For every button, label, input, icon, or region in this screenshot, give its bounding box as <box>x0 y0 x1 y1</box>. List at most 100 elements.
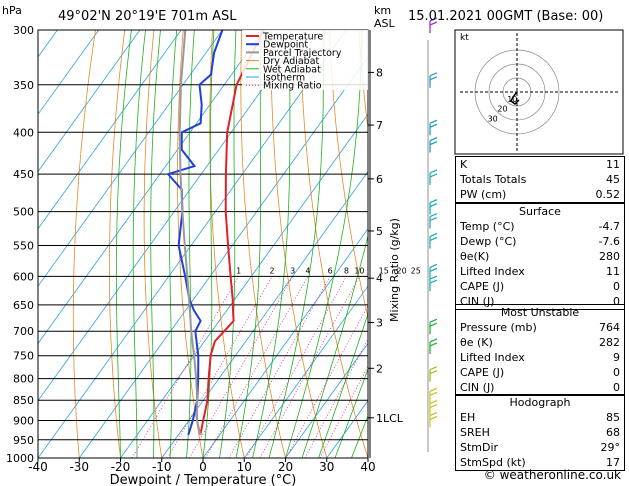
pressure-tick-label: 500 <box>13 206 34 219</box>
legend-label: Mixing Ratio <box>263 81 322 92</box>
pressure-tick-label: 650 <box>13 299 34 312</box>
most-unstable-title: Most Unstable <box>500 306 580 319</box>
surface-row: Lifted Index 11 <box>456 264 624 279</box>
wind-barb-flag <box>429 415 438 421</box>
wind-barb-flag <box>429 403 438 409</box>
hodograph-stat-value: 17 <box>606 456 620 469</box>
isotherm-line <box>38 30 141 173</box>
isotherm-line <box>243 285 368 458</box>
pressure-tick-label: 700 <box>13 325 34 338</box>
surface-value: 280 <box>599 250 620 263</box>
mixing-ratio-line <box>167 276 273 458</box>
pressure-tick-label: 600 <box>13 270 34 283</box>
isotherm-line <box>38 30 264 345</box>
hodograph-stat-label: StmSpd (kt) <box>460 456 526 469</box>
isotherm-line <box>38 30 182 230</box>
surface-value: -7.6 <box>598 235 620 248</box>
most-unstable-row: CIN (J) 0 <box>456 380 624 395</box>
wind-barb-flag <box>429 17 438 22</box>
pressure-tick-label: 350 <box>13 79 34 92</box>
surface-value: 0 <box>613 295 620 308</box>
wind-barb-flag <box>429 119 438 124</box>
wind-barb-flag <box>429 137 438 142</box>
most-unstable-value: 0 <box>613 381 620 394</box>
most-unstable-label: Lifted Index <box>460 351 525 364</box>
wind-barb-flag <box>429 411 438 417</box>
surface-box: Surface Temp (°C) -4.7 Dewp (°C) -7.6 θe(K) 2… <box>455 203 625 310</box>
isotherm-line <box>285 342 368 458</box>
legend-label: Dry Adiabat <box>263 56 320 67</box>
most-unstable-row: CAPE (J) 0 <box>456 365 624 380</box>
wind-barb-flag <box>429 169 438 174</box>
height-tick-label: 7 <box>376 119 383 132</box>
surface-value: -4.7 <box>598 220 620 233</box>
mixing-ratio-line <box>285 304 368 458</box>
wind-barb-flag <box>429 279 438 284</box>
wind-barb-flag <box>429 399 438 405</box>
hodograph-stat-label: SREH <box>460 426 490 439</box>
index-row: PW (cm) 0.52 <box>456 187 624 202</box>
mixing-ratio-label: 10 <box>354 266 364 275</box>
most-unstable-label: CAPE (J) <box>460 366 505 379</box>
asl-label: ASL <box>374 17 396 30</box>
temperature-tick-label: -40 <box>28 460 48 474</box>
legend-label: Temperature <box>262 32 323 43</box>
temperature-tick-label: 30 <box>319 460 334 474</box>
height-tick-label: 3 <box>376 316 383 329</box>
temperature-tick-label: -30 <box>69 460 89 474</box>
wind-barb-flag <box>429 387 438 392</box>
p-unit-label: hPa <box>2 4 22 17</box>
temperature-tick-label: 20 <box>278 460 293 474</box>
wind-barb-flag <box>429 216 438 222</box>
isotherm-line <box>202 228 368 458</box>
indices-box: K 11 Totals Totals 45 PW (cm) 0.52 <box>455 156 625 203</box>
wind-barb-flag <box>429 275 438 280</box>
wet-adiabat-line <box>186 30 195 458</box>
wet-adiabat-line <box>334 368 368 458</box>
wind-barb-flag <box>429 342 438 347</box>
isotherm-line <box>38 30 223 287</box>
index-value: 0.52 <box>595 188 621 201</box>
most-unstable-row: Pressure (mb) 764 <box>456 320 624 335</box>
wind-barb-flag <box>429 338 438 343</box>
parcel-trajectory-profile <box>178 30 202 436</box>
most-unstable-value: 282 <box>599 336 620 349</box>
hodograph-stat-row: StmSpd (kt) 17 <box>456 455 624 470</box>
surface-title: Surface <box>519 205 561 218</box>
hodograph-stat-label: StmDir <box>460 441 499 454</box>
km-label: km <box>374 4 391 17</box>
mixing-ratio-line <box>319 365 368 458</box>
pressure-tick-label: 900 <box>13 415 34 428</box>
hodograph-trace <box>510 91 520 105</box>
datetime-title: 15.01.2021 00GMT (Base: 00) <box>408 9 603 24</box>
wind-barb-flag <box>429 391 438 396</box>
mixing-ratio-label: 8 <box>344 266 349 275</box>
surface-row: Temp (°C) -4.7 <box>456 219 624 234</box>
legend-label: Isotherm <box>263 73 305 84</box>
index-label: Totals Totals <box>460 173 527 186</box>
surface-label: θe(K) <box>460 250 490 263</box>
isotherm-line <box>38 30 347 458</box>
hodograph-stats-title: Hodograph <box>509 396 571 409</box>
mixing-ratio-line <box>189 276 294 458</box>
location-title: 49°02'N 20°19'E 701m ASL <box>58 9 237 24</box>
height-tick-label: 1LCL <box>376 412 404 425</box>
height-tick-label: 8 <box>376 66 383 79</box>
surface-row: θe(K) 280 <box>456 249 624 264</box>
x-axis-label: Dewpoint / Temperature (°C) <box>110 473 297 486</box>
wind-barb-flag <box>429 232 438 238</box>
legend-label: Parcel Trajectory <box>263 48 342 59</box>
pressure-tick-label: 400 <box>13 126 34 139</box>
temperature-tick-label: -20 <box>111 460 131 474</box>
surface-label: Lifted Index <box>460 265 525 278</box>
dry-adiabat-line <box>270 30 328 458</box>
index-row: Totals Totals 45 <box>456 172 624 187</box>
wet-adiabat-line <box>285 30 363 458</box>
isotherm-line <box>120 113 368 458</box>
wind-barb-flag <box>429 263 438 269</box>
surface-row: CAPE (J) 0 <box>456 279 624 294</box>
surface-value: 11 <box>606 265 620 278</box>
pressure-tick-label: 950 <box>13 434 34 447</box>
